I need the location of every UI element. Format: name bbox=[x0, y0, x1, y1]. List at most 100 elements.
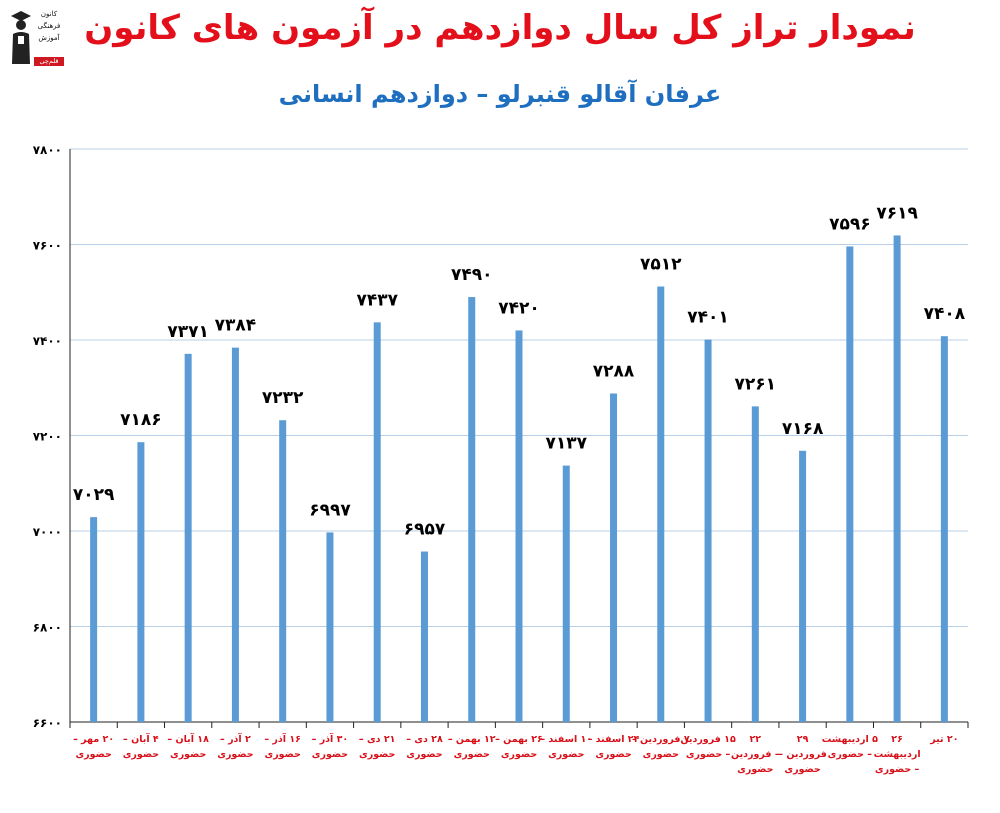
x-tick-label: ۲۸ دی – حضوری bbox=[390, 732, 458, 762]
x-tick-label: ۲۴ اسفند – حضوری bbox=[580, 732, 648, 762]
data-label: ۷۲۸۸ bbox=[593, 361, 635, 381]
x-tick-label-line: ۲۰ مهر – bbox=[73, 734, 115, 745]
data-label: ۷۴۲۰ bbox=[498, 298, 540, 318]
x-tick-label-line: حضوری bbox=[311, 749, 349, 760]
bar bbox=[846, 246, 854, 722]
x-tick-label-line: حضوری bbox=[406, 749, 443, 760]
bar bbox=[137, 442, 145, 722]
x-tick-label-line: – حضوری bbox=[685, 749, 731, 760]
y-tick-label: ۶۶۰۰ bbox=[33, 716, 62, 730]
y-tick-label: ۶۸۰۰ bbox=[33, 621, 62, 635]
x-tick-label: ۱۲ بهمن – حضوری bbox=[438, 732, 506, 762]
y-tick-label: ۷۸۰۰ bbox=[33, 143, 62, 157]
x-tick-label-line: حضوری bbox=[595, 749, 632, 760]
data-label: ۷۴۰۸ bbox=[924, 304, 966, 324]
x-tick-label-line: ۲۱ دی – bbox=[358, 734, 396, 745]
y-tick-label: ۷۲۰۰ bbox=[33, 430, 62, 444]
x-tick-label: ۲۱ دی – حضوری bbox=[343, 732, 411, 762]
x-tick-label-line: حضوری bbox=[500, 749, 538, 760]
x-tick-label-line: حضوری bbox=[359, 749, 396, 760]
x-tick-label: ۲ آذر – حضوری bbox=[201, 732, 269, 762]
y-tick-label: ۷۴۰۰ bbox=[33, 334, 62, 348]
data-label: ۷۳۷۱ bbox=[167, 322, 209, 342]
y-tick-label: ۷۰۰۰ bbox=[33, 525, 62, 539]
x-tick-label: ۴ آبان – حضوری bbox=[107, 732, 175, 762]
x-tick-label-line: ۱۸ آبان – bbox=[167, 734, 209, 745]
x-tick-label-line: حضوری bbox=[642, 749, 679, 760]
x-tick-label: ۵ اردیبهشت – حضوری bbox=[816, 732, 884, 762]
data-label: ۶۹۹۷ bbox=[309, 500, 351, 520]
data-label: ۷۲۶۱ bbox=[735, 374, 777, 394]
x-tick-label-line: – فروردین bbox=[731, 749, 780, 760]
x-tick-label-line: حضوری bbox=[217, 749, 254, 760]
x-tick-label-line: ۱۶ آذر – bbox=[264, 734, 301, 745]
bar bbox=[373, 322, 381, 722]
data-label: ۶۹۵۷ bbox=[404, 520, 446, 540]
x-tick-label-line: ۲۸ دی – bbox=[406, 734, 443, 745]
x-tick-label: ۷ فروردین – حضوری bbox=[627, 732, 695, 762]
graduate-icon bbox=[11, 11, 31, 64]
data-label: ۷۵۹۶ bbox=[829, 214, 871, 234]
x-tick-label: ۲۰ مهر – حضوری bbox=[60, 732, 128, 762]
x-tick-label-line: حضوری bbox=[453, 749, 490, 760]
x-tick-label-line: ۲۰ تیر bbox=[930, 734, 959, 745]
x-tick-label-line: ۲۶ بهمن – bbox=[495, 734, 543, 745]
data-label: ۷۴۳۷ bbox=[356, 290, 398, 310]
bar bbox=[610, 393, 618, 722]
x-tick-label-line: ۳۰ آذر – bbox=[311, 734, 349, 745]
x-tick-label-line: حضوری bbox=[75, 749, 112, 760]
bar bbox=[231, 347, 239, 722]
data-label: ۷۵۱۲ bbox=[640, 255, 682, 275]
x-tick-label: ۳۰ آذر – حضوری bbox=[296, 732, 364, 762]
x-tick-label: ۱۶ آذر – حضوری bbox=[249, 732, 317, 762]
x-tick-label: ۲۰ تیر bbox=[910, 732, 978, 747]
kanoon-logo: کانون فرهنگی آموزش قلم‌چی bbox=[10, 8, 65, 66]
x-tick-label-line: ۱۲ بهمن – bbox=[447, 734, 496, 745]
data-label: ۷۴۰۱ bbox=[687, 308, 729, 328]
bar bbox=[562, 465, 570, 722]
x-tick-label: ۲۹ فروردین – حضوری bbox=[769, 732, 837, 777]
x-tick-label: ۱۰ اسفند – حضوری bbox=[532, 732, 600, 762]
x-tick-label-line: ۴ آبان – bbox=[123, 734, 159, 745]
x-tick-label-line: ۲ آذر – bbox=[220, 734, 251, 745]
bar bbox=[90, 517, 98, 722]
data-label: ۷۲۳۲ bbox=[262, 388, 304, 408]
x-tick-label: ۲۶ بهمن – حضوری bbox=[485, 732, 553, 762]
x-tick-label-line: حضوری bbox=[122, 749, 160, 760]
x-tick-label: ۱۸ آبان – حضوری bbox=[154, 732, 222, 762]
data-label: ۷۰۲۹ bbox=[73, 485, 115, 505]
bar bbox=[799, 450, 807, 722]
x-tick-label-line: – حضوری bbox=[874, 764, 920, 775]
logo-text-2: فرهنگی bbox=[37, 22, 61, 30]
bar bbox=[704, 339, 712, 722]
chart-subtitle: عرفان آقالو قنبرلو – دوازدهم انسانی bbox=[278, 80, 722, 108]
bar bbox=[184, 353, 192, 722]
logo-text-1: کانون bbox=[40, 10, 58, 18]
chart-title: نمودار تراز کل سال دوازدهم در آزمون های … bbox=[84, 8, 916, 48]
data-label: ۷۱۸۶ bbox=[120, 410, 162, 430]
x-tick-label-line: – حضوری bbox=[827, 749, 873, 760]
x-tick-label-line: حضوری bbox=[784, 764, 821, 775]
x-tick-label-line: حضوری bbox=[264, 749, 301, 760]
data-label: ۷۶۱۹ bbox=[876, 203, 918, 223]
data-label: ۷۳۸۴ bbox=[215, 316, 257, 336]
x-tick-label-line: ۱۵ فروردین bbox=[680, 734, 736, 745]
bar bbox=[279, 420, 287, 722]
x-tick-label-line: ۲۴ اسفند – bbox=[587, 734, 640, 745]
x-tick-label-line: حضوری bbox=[169, 749, 207, 760]
x-tick-label: ۲۶ اردیبهشت – حضوری bbox=[863, 732, 931, 777]
bar bbox=[751, 406, 759, 722]
bar bbox=[940, 336, 948, 722]
x-tick-label-line: ۲۲ bbox=[749, 734, 762, 745]
x-tick-label: ۲۲ – فروردین حضوری bbox=[721, 732, 789, 777]
x-tick-label-line: ۵ اردیبهشت bbox=[821, 734, 878, 745]
bar bbox=[515, 330, 523, 722]
x-tick-label-line: حضوری bbox=[548, 749, 585, 760]
x-tick-label-line: اردیبهشت bbox=[873, 749, 921, 760]
bar bbox=[326, 532, 334, 722]
y-tick-label: ۷۶۰۰ bbox=[33, 239, 62, 253]
x-tick-label-line: فروردین – bbox=[778, 749, 827, 760]
bar bbox=[657, 286, 665, 722]
bar bbox=[420, 551, 428, 722]
